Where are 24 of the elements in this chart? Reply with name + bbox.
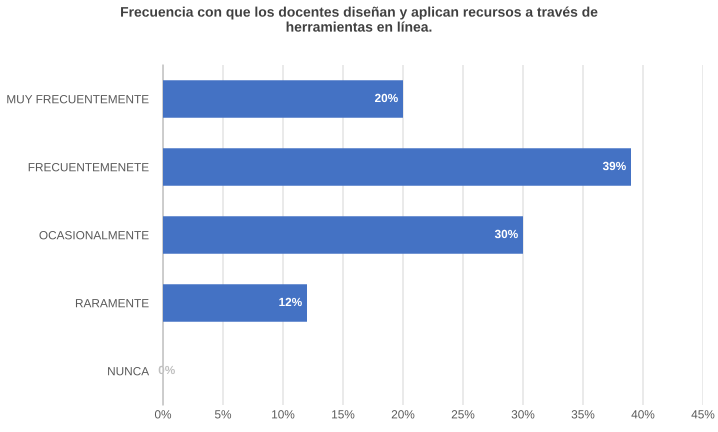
x-tick-label: 40% <box>631 410 654 419</box>
bar <box>163 80 403 118</box>
y-tick-label: OCASIONALMENTE <box>39 231 149 240</box>
x-tick-label: 5% <box>214 410 232 419</box>
y-tick-label: RARAMENTE <box>76 299 149 308</box>
x-tick-label: 25% <box>452 410 474 419</box>
x-tick-label: 35% <box>572 410 594 419</box>
x-tick-label: 45% <box>691 410 714 419</box>
bar <box>163 284 307 322</box>
bar <box>163 216 523 254</box>
y-tick-label: FRECUENTEMENETE <box>28 163 149 172</box>
x-tick-label: 10% <box>272 410 294 419</box>
data-label: 12% <box>279 298 302 306</box>
y-tick-label: MUY FRECUENTEMENTE <box>7 95 149 104</box>
data-label: 20% <box>374 94 398 102</box>
chart-title: Frecuencia con que los docentes diseñan y aplican recursos a través de herramientas en línea. <box>121 6 598 32</box>
x-tick-label: 30% <box>512 410 534 419</box>
bar <box>163 148 631 186</box>
data-label: 39% <box>602 162 626 170</box>
x-tick-label: 15% <box>332 410 354 419</box>
data-label: 30% <box>494 230 518 238</box>
x-tick-label: 0% <box>154 410 172 419</box>
x-tick-label: 20% <box>392 410 414 419</box>
y-tick-label: NUNCA <box>108 367 150 376</box>
